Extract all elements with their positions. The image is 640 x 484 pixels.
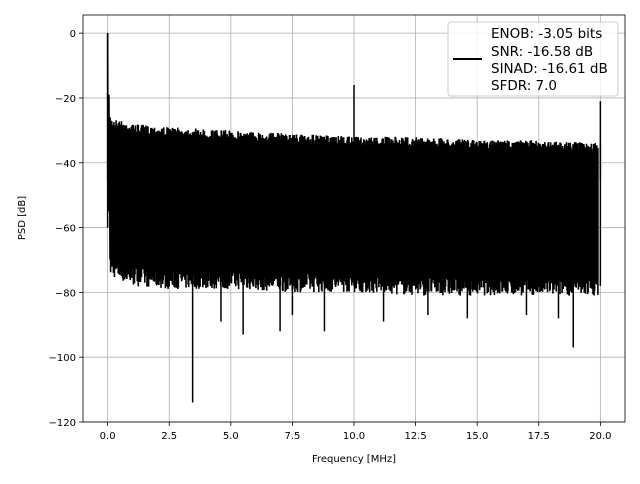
x-tick-label: 2.5 [161,431,177,442]
y-tick-label: −20 [55,94,76,105]
legend-sfdr: SFDR: 7.0 [491,78,557,94]
x-tick-label: 0.0 [100,431,116,442]
legend-sinad: SINAD: -16.61 dB [491,61,608,77]
x-tick-label: 17.5 [528,431,550,442]
x-tick-label: 12.5 [404,431,426,442]
y-tick-label: −120 [49,418,76,429]
y-tick-label: −40 [55,159,76,170]
x-tick-label: 20.0 [589,431,611,442]
legend-snr: SNR: -16.58 dB [491,44,593,60]
psd-series [106,33,602,403]
legend: ENOB: -3.05 bits SNR: -16.58 dB SINAD: -… [447,21,619,97]
x-tick-label: 10.0 [343,431,365,442]
y-tick-label: −100 [49,353,76,364]
x-tick-label: 7.5 [284,431,300,442]
legend-enob: ENOB: -3.05 bits [491,26,602,42]
y-axis-label: PSD [dB] [17,196,28,240]
y-tick-label: −80 [55,288,76,299]
x-axis-label: Frequency [MHz] [312,454,396,465]
legend-box [447,21,619,97]
x-tick-label: 5.0 [223,431,239,442]
y-tick-label: −60 [55,224,76,235]
x-tick-label: 15.0 [466,431,488,442]
ticks: 0.0 2.5 5.0 7.5 10.0 12.5 15.0 17.5 20.0 0 −20 −40 −… [49,29,612,442]
y-tick-label: 0 [70,29,76,40]
